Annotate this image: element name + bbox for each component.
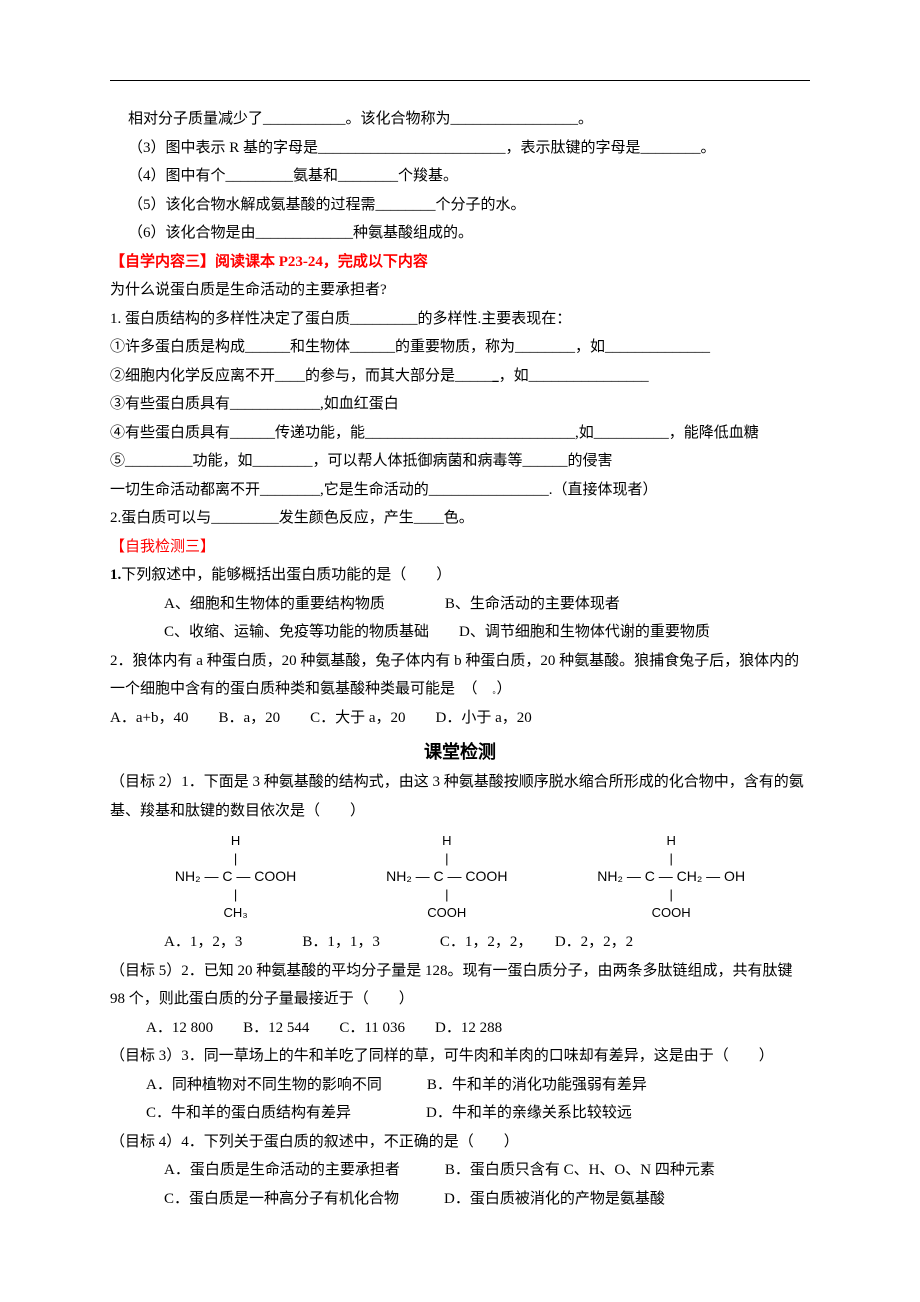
body-line: （6）该化合物是由_____________种氨基酸组成的。 — [110, 219, 810, 248]
option-line: A．a+b，40 B．a，20 C．大于 a，20 D．小于 a，20 — [110, 704, 810, 733]
question-line: （目标 3）3．同一草场上的牛和羊吃了同样的草，可牛肉和羊肉的口味却有差异，这是… — [110, 1042, 810, 1071]
question-line: （目标 2）1．下面是 3 种氨基酸的结构式，由这 3 种氨基酸按顺序脱水缩合所… — [110, 768, 810, 825]
body-line: （3）图中表示 R 基的字母是_________________________… — [110, 134, 810, 163]
molecule-1: H | NH₂ — C — COOH | CH₃ — [175, 833, 296, 920]
atom-label: H — [386, 833, 507, 849]
top-rule — [110, 80, 810, 81]
atom-label: CH₃ — [175, 905, 296, 921]
bond: | — [386, 887, 507, 903]
section-heading-text: 【自我检测三】 — [110, 539, 215, 555]
atom-label: H — [597, 833, 745, 849]
option-line: A．12 800 B．12 544 C．11 036 D．12 288 — [110, 1014, 810, 1043]
bond: | — [597, 851, 745, 867]
body-line: 一切生命活动都离不开________,它是生命活动的______________… — [110, 476, 810, 505]
section-title: 课堂检测 — [110, 732, 810, 768]
atom-label: COOH — [597, 905, 745, 921]
chain: NH₂ — C — COOH — [175, 868, 296, 885]
body-line: ①许多蛋白质是构成______和生物体______的重要物质，称为_______… — [110, 333, 810, 362]
bond: | — [597, 887, 745, 903]
body-line: ③有些蛋白质具有____________,如血红蛋白 — [110, 390, 810, 419]
molecule-3: H | NH₂ — C — CH₂ — OH | COOH — [597, 833, 745, 920]
body-line: ②细胞内化学反应离不开____的参与，而其大部分是_____▁，如_______… — [110, 362, 810, 391]
bond: | — [175, 851, 296, 867]
body-line: （5）该化合物水解成氨基酸的过程需________个分子的水。 — [110, 191, 810, 220]
option-line: C．牛和羊的蛋白质结构有差异 D．牛和羊的亲缘关系比较较远 — [110, 1099, 810, 1128]
chain: NH₂ — C — CH₂ — OH — [597, 868, 745, 885]
page: 相对分子质量减少了___________。该化合物称为_____________… — [0, 0, 920, 1273]
section-heading: 【自我检测三】 — [110, 533, 810, 562]
question-line: （目标 4）4．下列关于蛋白质的叙述中，不正确的是（ ） — [110, 1128, 810, 1157]
chain: NH₂ — C — COOH — [386, 868, 507, 885]
section-heading: 【自学内容三】阅读课本 P23-24，完成以下内容 — [110, 248, 810, 277]
question-line: 2．狼体内有 a 种蛋白质，20 种氨基酸，兔子体内有 b 种蛋白质，20 种氨… — [110, 647, 810, 704]
molecule-2: H | NH₂ — C — COOH | COOH — [386, 833, 507, 920]
bond: | — [386, 851, 507, 867]
text-span: ②细胞内化学反应离不开____的参与，而其大部分是_____ — [110, 368, 493, 384]
atom-label: H — [175, 833, 296, 849]
body-line: 为什么说蛋白质是生命活动的主要承担者? — [110, 276, 810, 305]
atom-label: COOH — [386, 905, 507, 921]
chemistry-structures: H | NH₂ — C — COOH | CH₃ H | NH₂ — C — C… — [110, 825, 810, 928]
question-line: 1.下列叙述中，能够概括出蛋白质功能的是（ ） — [110, 561, 810, 590]
body-line: 相对分子质量减少了___________。该化合物称为_____________… — [110, 105, 810, 134]
question-text: 下列叙述中，能够概括出蛋白质功能的是（ ） — [121, 567, 451, 583]
bond: | — [175, 887, 296, 903]
option-line: A．同种植物对不同生物的影响不同 B．牛和羊的消化功能强弱有差异 — [110, 1071, 810, 1100]
option-line: A．蛋白质是生命活动的主要承担者 B．蛋白质只含有 C、H、O、N 四种元素 — [110, 1156, 810, 1185]
body-line: ⑤_________功能，如________，可以帮人体抵御病菌和病毒等____… — [110, 447, 810, 476]
option-line: C、收缩、运输、免疫等功能的物质基础 D、调节细胞和生物体代谢的重要物质 — [110, 618, 810, 647]
option-line: C．蛋白质是一种高分子有机化合物 D．蛋白质被消化的产物是氨基酸 — [110, 1185, 810, 1214]
body-line: ④有些蛋白质具有______传递功能，能____________________… — [110, 419, 810, 448]
option-line: A．1，2，3 B．1，1，3 C．1，2，2， D．2，2，2 — [110, 928, 810, 957]
body-line: 1. 蛋白质结构的多样性决定了蛋白质_________的多样性.主要表现在： — [110, 305, 810, 334]
body-line: （4）图中有个_________氨基和________个羧基。 — [110, 162, 810, 191]
question-line: （目标 5）2．已知 20 种氨基酸的平均分子量是 128。现有一蛋白质分子，由… — [110, 957, 810, 1014]
option-line: A、细胞和生物体的重要结构物质 B、生命活动的主要体现者 — [110, 590, 810, 619]
question-text: ） — [497, 681, 512, 697]
question-number: 1. — [110, 567, 121, 583]
question-text: 2．狼体内有 a 种蛋白质，20 种氨基酸，兔子体内有 b 种蛋白质，20 种氨… — [110, 653, 799, 698]
section-heading-text: 【自学内容三】阅读课本 P23-24，完成以下内容 — [110, 254, 428, 270]
body-line: 2.蛋白质可以与_________发生颜色反应，产生____色。 — [110, 504, 810, 533]
text-span: ，如________________ — [499, 368, 649, 384]
